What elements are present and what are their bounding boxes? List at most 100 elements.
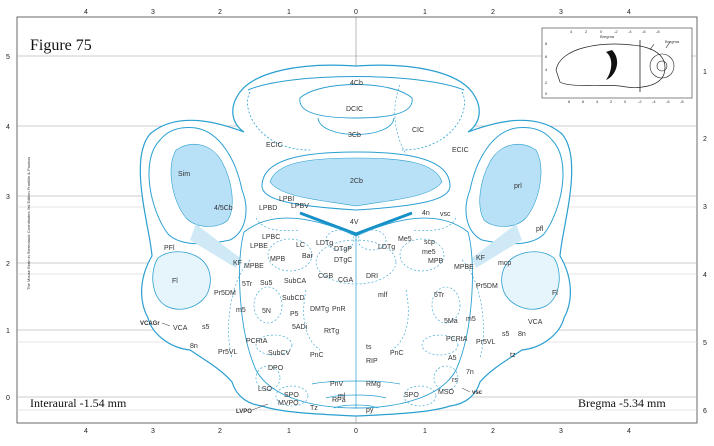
vcagr-label: VCAGr (140, 321, 160, 327)
region-label: ts (366, 344, 372, 351)
left-tick: 5 (6, 54, 10, 61)
region-label: PnC (390, 350, 404, 357)
region-label: Pr5VL (218, 349, 238, 356)
region-label: KF (233, 260, 242, 267)
region-label: vsc (440, 211, 451, 218)
region-label: MVPO (278, 400, 299, 407)
region-label: mlf (378, 292, 387, 299)
region-label: 4n (422, 210, 430, 217)
outside-labels: VCAGr LVPO vsc (140, 321, 483, 415)
svg-text:-2: -2 (614, 29, 618, 34)
svg-text:0: 0 (600, 29, 603, 34)
region-label: DCIC (346, 106, 363, 113)
region-label: 5Ma (444, 318, 458, 325)
region-label: PCRtA (246, 338, 268, 345)
region-label: DPO (268, 365, 284, 372)
region-label: SPO (404, 392, 419, 399)
region-label: PnV (330, 381, 344, 388)
region-label: MPB (428, 258, 444, 265)
region-label: LPBE (250, 243, 268, 250)
top-tick: 4 (84, 9, 88, 16)
region-label: LDTg (378, 244, 395, 251)
svg-text:6: 6 (545, 54, 548, 59)
right-axis-ticks: 1 2 3 4 5 6 (703, 69, 707, 415)
inset-label-right: Bregma (665, 39, 680, 44)
region-label: RMg (366, 381, 381, 388)
bregma-coordinate: Bregma -5.34 mm (578, 396, 666, 410)
svg-text:-4: -4 (628, 29, 632, 34)
svg-text:4: 4 (570, 29, 573, 34)
region-label: 4Cb (350, 80, 363, 87)
left-tick: 1 (6, 328, 10, 335)
right-tick: 6 (703, 408, 707, 415)
region-label: Bar (302, 253, 314, 260)
region-label: me5 (422, 249, 436, 256)
fourth-ventricle (299, 211, 413, 236)
bottom-tick: 2 (218, 428, 222, 435)
region-label: LPBI (279, 196, 294, 203)
left-tick: 4 (6, 124, 10, 131)
bottom-axis-ticks: 4 3 2 1 0 1 2 3 4 (84, 428, 631, 435)
bottom-tick: 2 (491, 428, 495, 435)
right-tick: 2 (703, 136, 707, 143)
left-tick: 2 (6, 261, 10, 268)
svg-text:8: 8 (545, 41, 548, 46)
bottom-tick: 1 (287, 428, 291, 435)
region-label: SubCV (268, 350, 291, 357)
top-axis-ticks: 4 3 2 1 0 1 2 3 4 (84, 9, 631, 16)
svg-text:4: 4 (596, 99, 599, 104)
svg-text:0: 0 (624, 99, 627, 104)
region-label: VCA (173, 325, 188, 332)
region-label: ECIC (452, 147, 469, 154)
region-label: ECIC (266, 142, 283, 149)
region-label: 4/5Cb (214, 205, 233, 212)
bottom-tick: 1 (423, 428, 427, 435)
region-label: SubCA (284, 278, 307, 285)
region-label: RPa (332, 397, 346, 404)
region-label: RIP (366, 358, 378, 365)
right-tick: 4 (703, 272, 707, 279)
region-label: CIC (412, 127, 424, 134)
region-label: 8n (518, 331, 526, 338)
svg-text:-8: -8 (680, 99, 684, 104)
region-label: MSO (438, 389, 455, 396)
region-label: A5 (448, 355, 457, 362)
svg-text:6: 6 (582, 99, 585, 104)
region-label: PFl (164, 245, 175, 252)
region-label: 4V (350, 219, 359, 226)
region-label: ml (338, 393, 346, 400)
left-axis-ticks: 5 4 3 2 1 0 (6, 54, 10, 402)
region-label: Su5 (260, 280, 273, 287)
svg-text:0: 0 (545, 91, 548, 96)
svg-text:4: 4 (545, 67, 548, 72)
region-label: mcp (498, 260, 511, 267)
figure-title: Figure 75 (30, 37, 92, 54)
left-tick: 3 (6, 194, 10, 201)
region-label: scp (424, 239, 435, 246)
svg-text:-4: -4 (652, 99, 656, 104)
svg-text:2: 2 (585, 29, 588, 34)
bottom-tick: 3 (559, 428, 563, 435)
inset-label-left: Bregma (600, 34, 615, 39)
region-label: Me5 (398, 236, 412, 243)
right-tick: 5 (703, 340, 707, 347)
region-label: 3Cb (348, 132, 361, 139)
region-label: py (366, 407, 374, 414)
interaural-coordinate: Interaural -1.54 mm (30, 396, 127, 410)
svg-text:-2: -2 (638, 99, 642, 104)
plate-frame (16, 16, 698, 424)
bottom-tick: 3 (151, 428, 155, 435)
top-tick: 0 (354, 9, 358, 16)
region-label: m5 (236, 307, 246, 314)
lvpo-label: LVPO (236, 409, 252, 415)
region-label: Sim (178, 171, 190, 178)
region-label: MPBE (454, 264, 474, 271)
region-label: LPBD (259, 205, 277, 212)
region-label: RtTg (324, 328, 339, 335)
region-label: 5Tr (434, 292, 445, 299)
region-label: Pr5DM (214, 290, 236, 297)
region-label: s5 (202, 324, 210, 331)
svg-text:-8: -8 (656, 29, 660, 34)
